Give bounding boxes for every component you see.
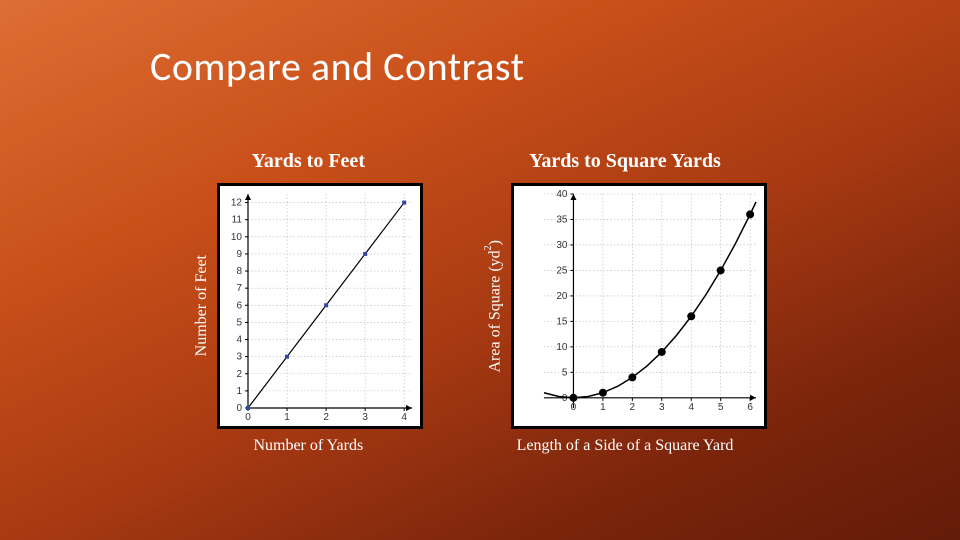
left-ylabel: Number of Feet [193, 255, 211, 356]
svg-text:30: 30 [556, 240, 568, 251]
left-chart-row: Number of Feet 012345678910111201234 [193, 183, 423, 429]
left-xlabel: Number of Yards [253, 437, 363, 455]
svg-text:4: 4 [237, 335, 243, 346]
svg-text:10: 10 [556, 342, 568, 353]
svg-text:9: 9 [237, 249, 243, 260]
left-chart-title: Yards to Feet [252, 150, 365, 173]
svg-text:5: 5 [562, 367, 568, 378]
svg-text:2: 2 [237, 369, 243, 380]
right-chart-row: Area of Square (yd2) 0510152025303540012… [483, 183, 766, 429]
svg-text:7: 7 [237, 283, 243, 294]
svg-text:2: 2 [629, 402, 635, 413]
svg-text:40: 40 [556, 189, 568, 200]
svg-text:10: 10 [231, 232, 243, 243]
svg-text:11: 11 [232, 215, 243, 226]
left-panel: Yards to Feet Number of Feet 01234567891… [193, 150, 423, 455]
svg-text:8: 8 [237, 266, 243, 277]
svg-text:15: 15 [556, 316, 568, 327]
svg-text:35: 35 [556, 214, 568, 225]
svg-text:0: 0 [246, 412, 252, 423]
svg-text:6: 6 [237, 300, 243, 311]
svg-text:5: 5 [718, 402, 724, 413]
svg-text:0: 0 [237, 403, 243, 414]
svg-text:3: 3 [363, 412, 369, 423]
svg-text:25: 25 [556, 265, 568, 276]
right-ylabel: Area of Square (yd2) [483, 240, 504, 373]
svg-text:0: 0 [570, 402, 576, 413]
svg-text:4: 4 [402, 412, 408, 423]
svg-text:1: 1 [285, 412, 291, 423]
left-chart-svg: 012345678910111201234 [220, 186, 420, 426]
svg-text:5: 5 [237, 317, 243, 328]
svg-text:2: 2 [324, 412, 330, 423]
svg-text:20: 20 [556, 291, 568, 302]
slide-background: Compare and Contrast Yards to Feet Numbe… [0, 0, 960, 540]
right-xlabel: Length of a Side of a Square Yard [517, 437, 734, 455]
right-panel: Yards to Square Yards Area of Square (yd… [483, 150, 766, 455]
left-chart-box: 012345678910111201234 [217, 183, 423, 429]
svg-text:3: 3 [659, 402, 665, 413]
svg-text:12: 12 [231, 198, 243, 209]
right-chart-box: 0 5 10 15 20 25 30 35 40 0 1 2 3 4 5 6 [511, 183, 767, 429]
svg-text:0: 0 [562, 393, 568, 404]
svg-text:4: 4 [688, 402, 694, 413]
svg-text:1: 1 [237, 386, 243, 397]
panels: Yards to Feet Number of Feet 01234567891… [0, 150, 960, 455]
svg-text:3: 3 [237, 352, 243, 363]
svg-text:1: 1 [600, 402, 606, 413]
svg-text:6: 6 [747, 402, 753, 413]
slide-title: Compare and Contrast [150, 42, 525, 91]
right-chart-title: Yards to Square Yards [529, 150, 721, 173]
right-chart-svg: 0 5 10 15 20 25 30 35 40 0 1 2 3 4 5 6 [514, 186, 764, 426]
